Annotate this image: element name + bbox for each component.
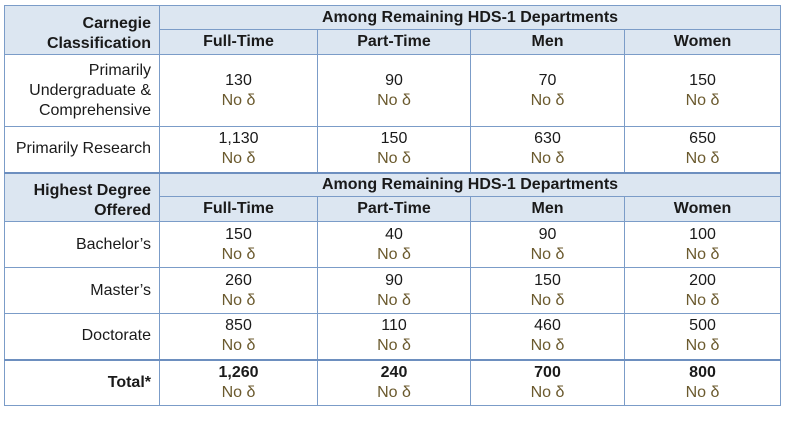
cell-value: 150 No δ: [317, 126, 471, 173]
cell-value: 70 No δ: [470, 54, 625, 127]
cell-value: 630 No δ: [470, 126, 625, 173]
cell-value: 200 No δ: [623, 267, 782, 314]
column-header-part-time: Part-Time: [317, 29, 471, 55]
cell-value: 150 No δ: [623, 54, 782, 127]
table-row: Primarily Undergraduate & Comprehensive …: [4, 54, 782, 127]
cell-value: 500 No δ: [623, 313, 782, 360]
column-header-full-time: Full-Time: [159, 29, 318, 55]
stub-header-degree: Highest Degree Offered: [4, 171, 160, 222]
cell-value: 260 No δ: [159, 267, 318, 314]
row-label: Doctorate: [4, 313, 160, 360]
cell-value: 90 No δ: [317, 267, 471, 314]
group-header: Among Remaining HDS-1 Departments: [158, 171, 782, 197]
table-row: Master’s 260 No δ 90 No δ 150 No δ 200 No δ: [4, 267, 782, 314]
total-row: Total* 1,260 No δ 240 No δ 700 No δ 800 No δ: [4, 358, 782, 406]
cell-value: 460 No δ: [470, 313, 625, 360]
table-row: Bachelor’s 150 No δ 40 No δ 90 No δ 100 No δ: [4, 221, 782, 268]
row-label: Primarily Research: [4, 126, 160, 173]
row-label: Master’s: [4, 267, 160, 314]
column-header-part-time: Part-Time: [317, 196, 471, 222]
table-row: Doctorate 850 No δ 110 No δ 460 No δ 500 No …: [4, 313, 782, 360]
cell-value: 850 No δ: [159, 313, 318, 360]
table-row: Primarily Research 1,130 No δ 150 No δ 630…: [4, 126, 782, 173]
row-label: Bachelor’s: [4, 221, 160, 268]
stub-header-carnegie: Carnegie Classification: [4, 5, 160, 55]
cell-value: 1,130 No δ: [159, 126, 318, 173]
results-table: Carnegie Classification Among Remaining …: [4, 5, 782, 406]
cell-value: 90 No δ: [317, 54, 471, 127]
group-header: Among Remaining HDS-1 Departments: [158, 5, 782, 30]
total-value: 800 No δ: [623, 358, 782, 406]
column-header-women: Women: [623, 196, 782, 222]
column-header-full-time: Full-Time: [159, 196, 318, 222]
total-label: Total*: [4, 358, 160, 406]
column-header-women: Women: [623, 29, 782, 55]
column-header-men: Men: [470, 29, 625, 55]
cell-value: 150 No δ: [159, 221, 318, 268]
cell-value: 650 No δ: [623, 126, 782, 173]
row-label: Primarily Undergraduate & Comprehensive: [4, 54, 160, 127]
cell-value: 100 No δ: [623, 221, 782, 268]
cell-value: 40 No δ: [317, 221, 471, 268]
cell-value: 90 No δ: [470, 221, 625, 268]
cell-value: 130 No δ: [159, 54, 318, 127]
column-header-men: Men: [470, 196, 625, 222]
cell-value: 150 No δ: [470, 267, 625, 314]
total-value: 240 No δ: [317, 358, 471, 406]
total-value: 1,260 No δ: [159, 358, 318, 406]
cell-value: 110 No δ: [317, 313, 471, 360]
total-value: 700 No δ: [470, 358, 625, 406]
